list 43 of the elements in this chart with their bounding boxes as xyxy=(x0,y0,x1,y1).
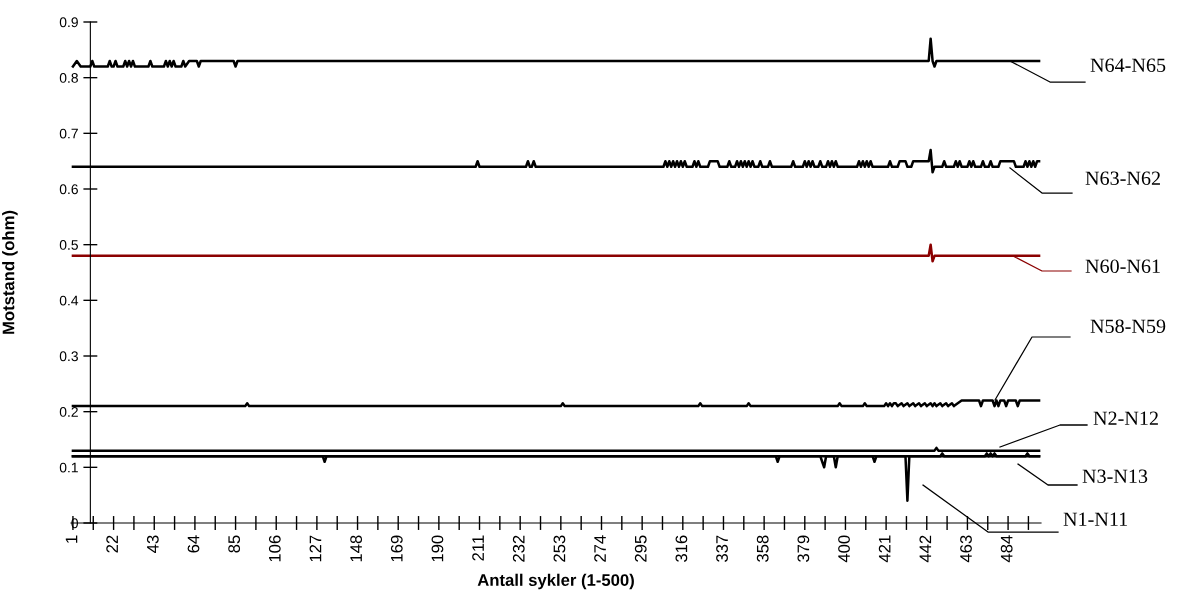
text: N1-N11 xyxy=(1063,512,1128,526)
legend-label: N3-N13 xyxy=(1082,469,1148,484)
x-tick-label: 64 xyxy=(187,535,200,553)
x-tick-label: 232 xyxy=(512,535,525,562)
x-tick-label: 169 xyxy=(390,535,403,562)
x-axis-title: Antall sykler (1-500) xyxy=(477,573,634,590)
x-tick-label: 106 xyxy=(268,535,281,562)
y-tick-label: 0.7 xyxy=(59,128,78,139)
y-tick-label: 0.1 xyxy=(59,462,78,473)
y-tick-label: 0.5 xyxy=(59,240,78,250)
x-tick-label: 85 xyxy=(228,535,241,553)
x-tick-label: 442 xyxy=(919,535,932,563)
y-tick-label: 0 xyxy=(71,518,79,529)
legend-label: N63-N62 xyxy=(1085,171,1160,186)
legend-label: N60-N61 xyxy=(1085,259,1160,274)
y-axis-title: Motstand (ohm) xyxy=(2,210,18,334)
x-tick-label: 148 xyxy=(350,535,363,562)
x-tick-label: 484 xyxy=(1000,535,1013,563)
x-tick-label: 211 xyxy=(472,535,484,561)
x-tick-label: 190 xyxy=(431,535,444,562)
x-tick-label: 463 xyxy=(960,535,972,563)
x-tick-label: 316 xyxy=(675,535,688,562)
legend-label: N64-N65 xyxy=(1090,58,1166,73)
text: N2-N12 xyxy=(1093,411,1158,425)
x-tick-label: 358 xyxy=(756,535,769,562)
x-tick-label: 400 xyxy=(838,535,850,563)
x-tick-label: 1 xyxy=(65,535,78,543)
y-tick-label: 0.9 xyxy=(59,17,78,28)
x-tick-label: 379 xyxy=(797,535,810,562)
x-tick-label: 253 xyxy=(553,535,566,562)
y-tick-label: 0.6 xyxy=(59,184,78,195)
text: N58-N59 xyxy=(1090,319,1166,334)
x-tick-label: 295 xyxy=(634,535,647,562)
x-tick-label: 421 xyxy=(878,535,891,563)
y-tick-label: 0.2 xyxy=(59,407,78,417)
x-tick-label: 274 xyxy=(594,535,606,562)
x-tick-label: 22 xyxy=(106,535,118,553)
y-tick-label: 0.3 xyxy=(59,351,78,362)
x-tick-label: 127 xyxy=(309,535,322,562)
x-tick-label: 43 xyxy=(146,535,159,553)
y-tick-label: 0.4 xyxy=(59,295,79,306)
y-tick-label: 0.8 xyxy=(59,73,78,83)
x-tick-label: 337 xyxy=(716,535,728,562)
